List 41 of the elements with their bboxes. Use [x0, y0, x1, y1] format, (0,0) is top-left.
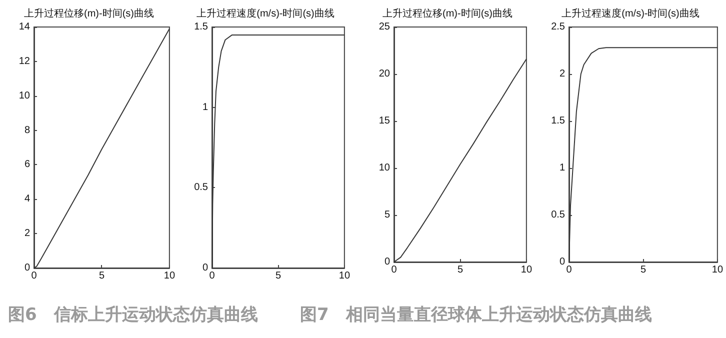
- x-tick-label: 5: [98, 270, 105, 282]
- y-tick-label: 2.5: [551, 22, 566, 32]
- x-tick-label: 0: [391, 264, 398, 276]
- x-tick-label: 10: [338, 270, 350, 282]
- y-tick-label: 0: [384, 256, 390, 268]
- x-tick-label: 0: [566, 264, 572, 276]
- chart-title: 上升过程位移(m)-时间(s)曲线: [24, 8, 154, 20]
- x-tick-label: 5: [640, 264, 646, 276]
- y-tick-label: 1.5: [194, 22, 208, 32]
- y-tick-label: 6: [24, 159, 30, 170]
- x-tick-label: 10: [164, 270, 176, 282]
- y-tick-label: 0.5: [194, 182, 208, 194]
- x-tick-label: 10: [712, 264, 724, 276]
- x-tick-label: 0: [31, 270, 38, 282]
- x-tick-label: 10: [520, 264, 532, 276]
- y-tick-label: 2: [24, 228, 30, 240]
- y-tick-label: 4: [24, 194, 30, 205]
- y-tick-label: 12: [18, 56, 30, 67]
- x-tick-label: 5: [275, 270, 282, 282]
- y-tick-label: 15: [378, 116, 390, 126]
- chart-title: 上升过程速度(m/s)-时间(s)曲线: [196, 8, 334, 20]
- y-tick-label: 25: [378, 22, 390, 32]
- chart-title: 上升过程位移(m)-时间(s)曲线: [382, 8, 512, 20]
- y-tick-label: 1.5: [551, 116, 566, 126]
- y-tick-label: 10: [378, 162, 390, 174]
- y-tick-label: 8: [24, 124, 30, 136]
- line-series: [34, 28, 170, 268]
- caption: 图6 信标上升运动状态仿真曲线: [8, 304, 258, 326]
- y-tick-label: 10: [18, 90, 30, 102]
- y-tick-label: 0: [559, 256, 566, 268]
- y-tick-label: 1: [559, 162, 566, 174]
- x-tick-label: 5: [457, 264, 464, 276]
- y-tick-label: 14: [18, 22, 30, 32]
- y-tick-label: 5: [384, 210, 390, 220]
- y-tick-label: 2: [559, 68, 566, 80]
- y-tick-label: 0.5: [551, 210, 566, 220]
- y-tick-label: 20: [378, 68, 390, 80]
- y-tick-label: 1: [202, 102, 208, 113]
- x-tick-label: 0: [209, 270, 216, 282]
- caption: 图7 相同当量直径球体上升运动状态仿真曲线: [300, 304, 652, 326]
- chart-title: 上升过程速度(m/s)-时间(s)曲线: [562, 8, 700, 20]
